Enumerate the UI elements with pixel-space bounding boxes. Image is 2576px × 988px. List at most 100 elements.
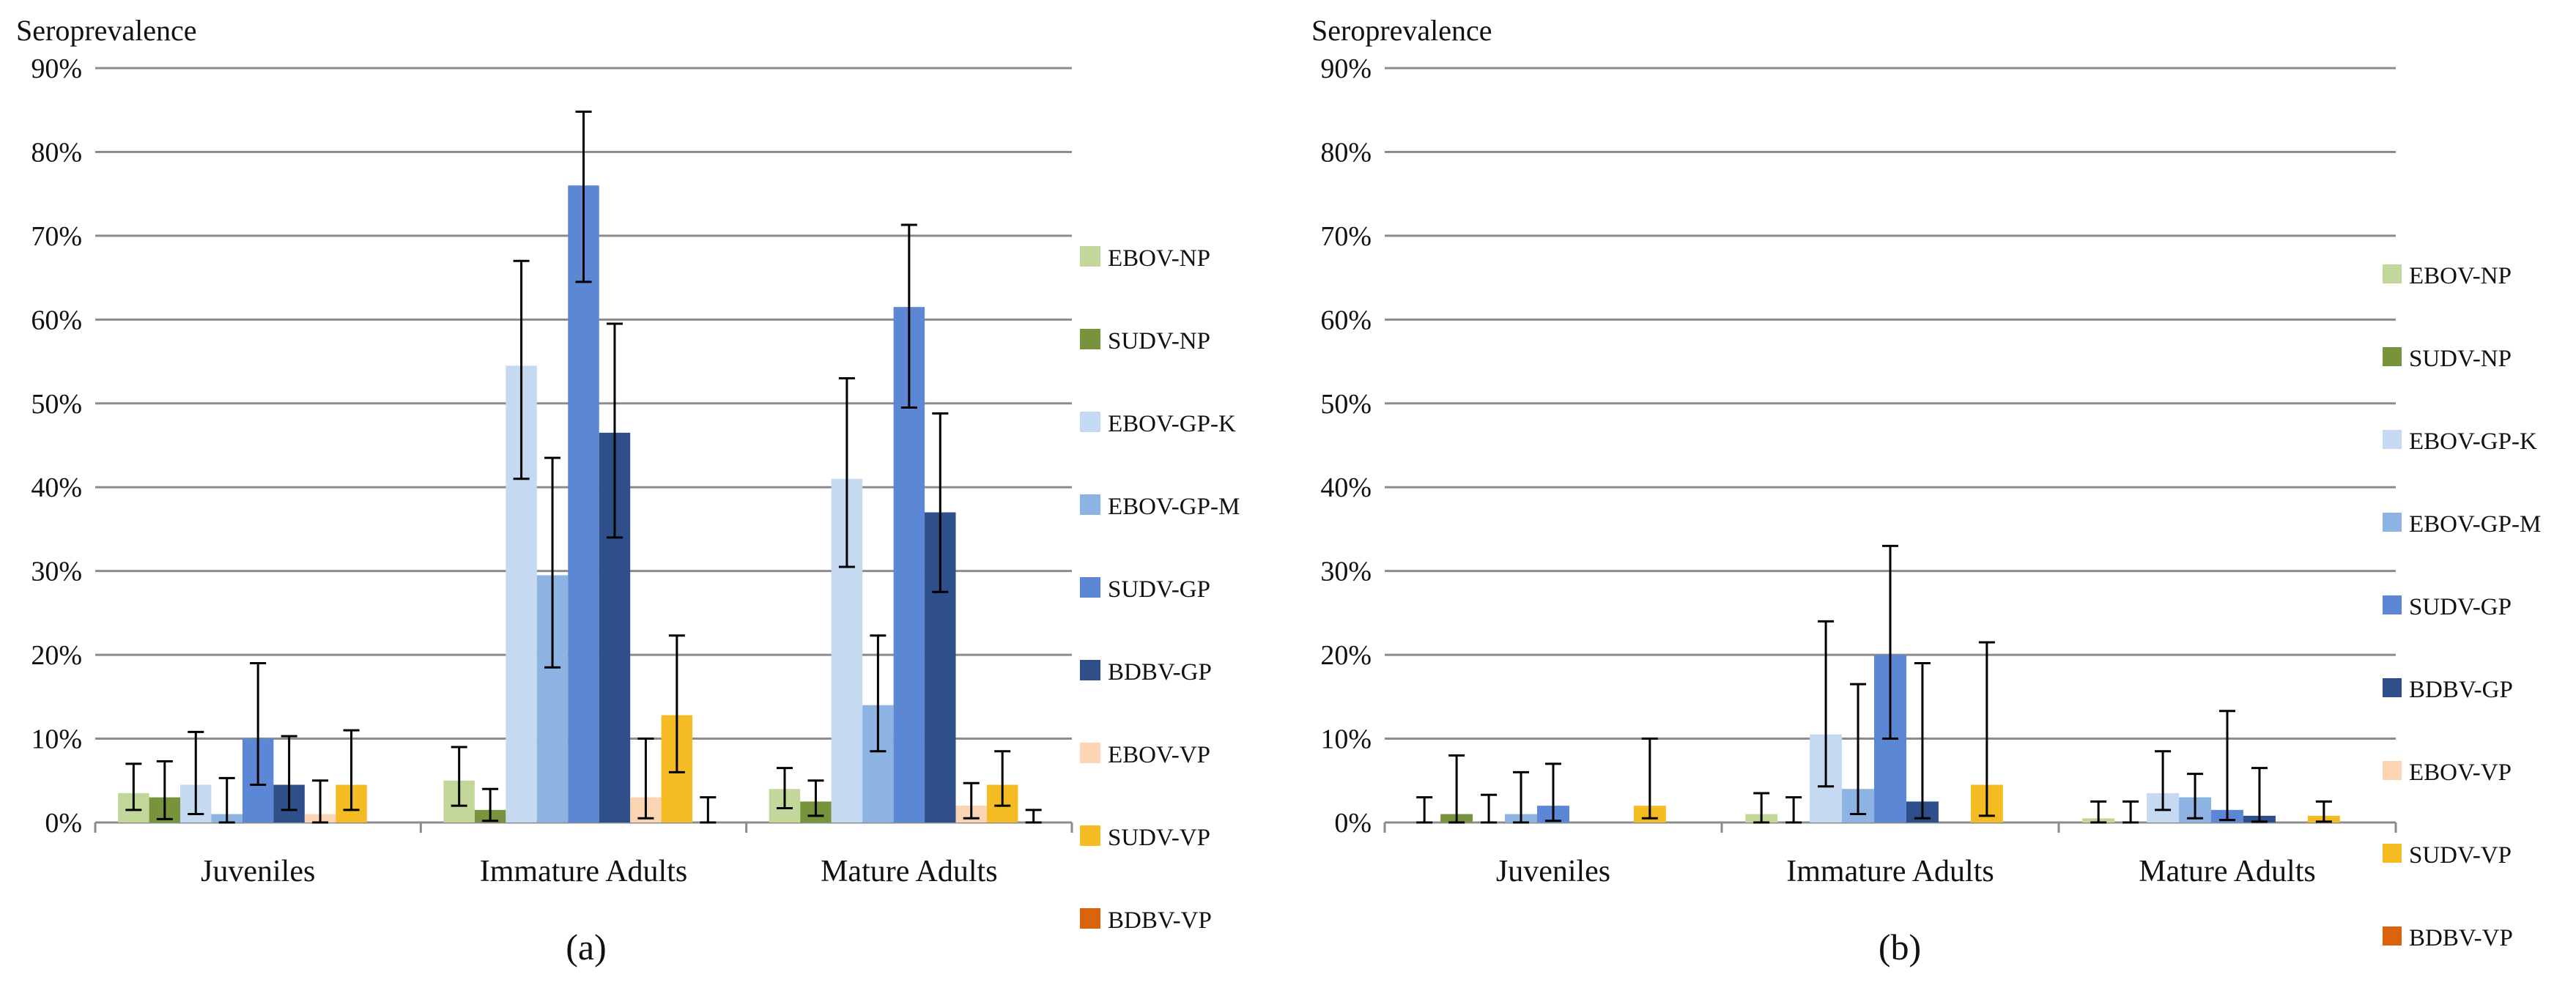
y-tick-label: 0% bbox=[45, 808, 82, 839]
category-label: Mature Adults bbox=[2139, 855, 2315, 888]
error-bar bbox=[1818, 620, 1835, 788]
y-tick-label: 20% bbox=[1320, 640, 1372, 671]
legend-entry: SUDV-NP bbox=[2383, 346, 2512, 372]
y-tick-label: 40% bbox=[1320, 472, 1372, 503]
legend-entry: BDBV-VP bbox=[2383, 925, 2513, 951]
error-bar bbox=[994, 750, 1011, 807]
legend-label: BDBV-GP bbox=[1108, 659, 1212, 686]
error-bar bbox=[932, 412, 949, 593]
legend-label: EBOV-NP bbox=[1108, 245, 1210, 272]
legend-entry: EBOV-VP bbox=[1080, 742, 1210, 768]
error-bar bbox=[1448, 754, 1465, 824]
error-bar bbox=[700, 796, 717, 824]
legend-swatch bbox=[2383, 264, 2402, 283]
legend-entry: SUDV-VP bbox=[2383, 842, 2512, 869]
error-bar bbox=[451, 746, 467, 807]
legend-label: EBOV-GP-M bbox=[1108, 494, 1240, 520]
y-tick-label: 70% bbox=[31, 221, 82, 252]
legend-label: SUDV-NP bbox=[2409, 346, 2512, 372]
legend-swatch bbox=[2383, 595, 2402, 614]
legend-label: SUDV-GP bbox=[1108, 576, 1210, 603]
error-bar bbox=[1914, 662, 1931, 820]
legend-entry: BDBV-GP bbox=[2383, 677, 2513, 703]
error-bar bbox=[1481, 793, 1498, 824]
error-bar bbox=[776, 767, 793, 810]
error-bar bbox=[1641, 738, 1658, 820]
error-bar bbox=[513, 259, 530, 480]
y-tick-label: 0% bbox=[1334, 808, 1372, 839]
legend-entry: EBOV-GP-M bbox=[1080, 494, 1240, 520]
legend-entry: SUDV-GP bbox=[1080, 576, 1210, 603]
error-bar bbox=[544, 456, 561, 669]
legend-label: SUDV-VP bbox=[2409, 842, 2512, 869]
legend-swatch bbox=[2383, 844, 2402, 863]
legend-label: EBOV-GP-M bbox=[2409, 511, 2541, 538]
y-axis-label: Seroprevalence bbox=[1311, 14, 1492, 47]
error-bar bbox=[1025, 809, 1042, 824]
y-tick-label: 90% bbox=[31, 53, 82, 84]
legend-label: EBOV-GP-K bbox=[2409, 428, 2537, 455]
category-label: Mature Adults bbox=[821, 855, 997, 888]
y-tick-label: 20% bbox=[31, 640, 82, 671]
error-bar bbox=[1513, 770, 1530, 824]
legend-label: EBOV-NP bbox=[2409, 263, 2512, 289]
error-bar bbox=[1416, 796, 1433, 824]
legend-swatch bbox=[2383, 678, 2402, 697]
y-tick-label: 80% bbox=[31, 137, 82, 168]
error-bar bbox=[1850, 683, 1867, 816]
legend-entry: SUDV-VP bbox=[1080, 825, 1210, 851]
error-bar bbox=[2090, 800, 2107, 824]
legend-swatch bbox=[1080, 412, 1100, 432]
y-tick-label: 60% bbox=[31, 305, 82, 335]
y-tick-label: 70% bbox=[1320, 221, 1372, 252]
legend-swatch bbox=[1080, 825, 1100, 846]
legend-entry: EBOV-GP-M bbox=[2383, 511, 2541, 538]
error-bar bbox=[2219, 710, 2235, 822]
legend-swatch bbox=[2383, 513, 2402, 532]
error-bar bbox=[218, 776, 235, 824]
error-bar bbox=[2122, 800, 2139, 824]
error-bar bbox=[668, 634, 685, 773]
y-tick-label: 90% bbox=[1320, 53, 1372, 84]
legend-label: BDBV-GP bbox=[2409, 677, 2513, 703]
error-bar bbox=[900, 223, 917, 409]
legend-entry: EBOV-NP bbox=[1080, 245, 1210, 272]
y-tick-label: 50% bbox=[1320, 389, 1372, 420]
y-tick-label: 60% bbox=[1320, 305, 1372, 335]
error-bar bbox=[312, 779, 329, 824]
legend-entry: SUDV-NP bbox=[1080, 328, 1210, 354]
category-label: Immature Adults bbox=[480, 855, 687, 888]
legend-swatch bbox=[1080, 743, 1100, 763]
y-tick-label: 30% bbox=[31, 557, 82, 587]
error-bar bbox=[482, 787, 499, 822]
legend-swatch bbox=[1080, 660, 1100, 680]
chart-panel-b: 0% 10% 20% 30% 40% 50% 60% 70% 80% 90% Seroprevale… bbox=[1311, 14, 2541, 967]
error-bar bbox=[606, 322, 623, 539]
error-bar bbox=[807, 779, 824, 817]
error-bar bbox=[1882, 544, 1898, 740]
error-bar bbox=[2315, 800, 2332, 823]
category-label: Juveniles bbox=[201, 855, 315, 888]
bar-sudv-gp bbox=[568, 185, 599, 822]
legend-entry: EBOV-NP bbox=[2383, 263, 2512, 289]
legend-label: SUDV-NP bbox=[1108, 328, 1210, 354]
error-bar bbox=[156, 759, 173, 820]
error-bar bbox=[870, 634, 887, 753]
legend-entry: BDBV-VP bbox=[1080, 907, 1212, 934]
legend-swatch bbox=[2383, 761, 2402, 780]
legend-entry: EBOV-GP-K bbox=[2383, 428, 2537, 455]
category-label: Immature Adults bbox=[1786, 855, 1994, 888]
category-label: Juveniles bbox=[1496, 855, 1610, 888]
error-bar bbox=[963, 781, 980, 820]
legend-swatch bbox=[1080, 908, 1100, 929]
legend-swatch bbox=[2383, 347, 2402, 366]
error-bar bbox=[1545, 762, 1561, 822]
legend-swatch bbox=[1080, 246, 1100, 267]
legend-entry: EBOV-GP-K bbox=[1080, 411, 1236, 437]
error-bar bbox=[637, 738, 654, 820]
error-bar bbox=[2251, 767, 2268, 823]
y-tick-label: 50% bbox=[31, 389, 82, 420]
legend-label: BDBV-VP bbox=[1108, 907, 1212, 934]
legend-label: BDBV-VP bbox=[2409, 925, 2513, 951]
